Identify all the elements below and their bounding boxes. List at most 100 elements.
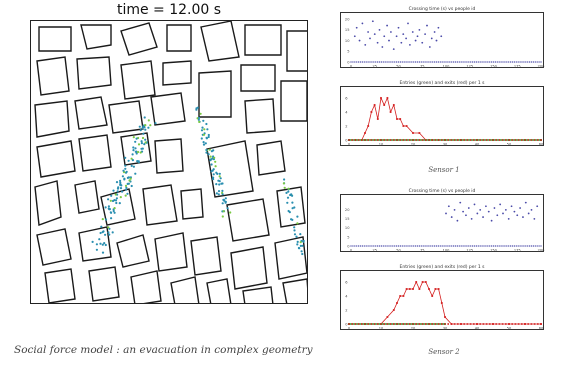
pedestrian-dot	[226, 207, 229, 210]
crossing-point	[447, 205, 450, 208]
zero-crossing-point	[396, 61, 398, 63]
pedestrian-dot	[286, 201, 289, 204]
x-tick-label: 125	[466, 65, 473, 69]
zero-crossing-point	[453, 245, 455, 247]
exits-baseline-marker	[473, 323, 475, 325]
crossing-point	[433, 31, 436, 33]
exits-marker	[412, 288, 414, 290]
zero-crossing-point	[472, 245, 474, 247]
exits-baseline-marker	[409, 139, 411, 141]
crossing-point	[456, 219, 459, 222]
sensor-2-entries-plot: Entries (green) and exits (red) per 1 s …	[340, 265, 544, 331]
pedestrian-dot	[293, 206, 296, 209]
exits-baseline-marker	[482, 139, 485, 141]
exits-baseline-marker	[469, 323, 472, 325]
exits-baseline-marker	[437, 139, 440, 141]
pedestrian-dot	[124, 156, 127, 159]
exits-baseline-marker	[476, 323, 478, 325]
pedestrian-dot	[210, 163, 213, 166]
y-tick-label: 6	[345, 280, 348, 284]
crossing-point	[470, 217, 473, 220]
x-tick-label: 50	[396, 65, 401, 69]
pedestrian-dot	[202, 141, 205, 144]
building-block	[180, 188, 204, 220]
exits-marker	[380, 97, 382, 99]
zero-crossing-point	[392, 61, 394, 63]
pedestrian-dot	[111, 231, 114, 234]
building-block	[274, 236, 307, 280]
zero-crossing-point	[464, 61, 466, 63]
building-block	[74, 180, 100, 214]
sensor-2-entries-title: Entries (green) and exits (red) per 1 s	[399, 265, 485, 270]
zero-crossing-point	[502, 245, 504, 247]
exits-baseline-marker	[517, 139, 520, 141]
pedestrian-dot	[110, 211, 113, 214]
crossing-point	[496, 214, 499, 217]
zero-crossing-point	[403, 245, 405, 247]
exits-baseline-marker	[373, 323, 376, 325]
zero-crossing-point	[534, 245, 536, 247]
zero-crossing-point	[388, 61, 390, 63]
pedestrian-dot	[115, 181, 119, 184]
pedestrian-dot	[202, 133, 206, 136]
pedestrian-dot	[141, 136, 145, 140]
zero-crossing-point	[464, 245, 466, 247]
exits-baseline-marker	[524, 323, 526, 325]
zero-crossing-point	[359, 61, 362, 63]
building-block	[36, 228, 72, 266]
pedestrian-dot	[299, 233, 302, 236]
sensor-2-caption: Sensor 2	[428, 348, 460, 356]
zero-crossing-point	[430, 61, 432, 63]
building-block	[150, 92, 186, 126]
exits-baseline-marker	[431, 139, 433, 141]
exits-marker	[408, 288, 411, 290]
exits-baseline-marker	[402, 139, 405, 141]
zero-crossing-point	[424, 61, 426, 63]
zero-crossing-point	[498, 61, 500, 63]
zero-crossing-point	[492, 61, 495, 63]
zero-crossing-point	[354, 61, 356, 63]
pedestrian-dot	[137, 150, 140, 154]
exits-baseline-marker	[428, 323, 430, 325]
crossing-point	[400, 41, 403, 44]
zero-crossing-point	[506, 245, 508, 247]
y-tick-label: 5	[347, 50, 349, 54]
y-tick-label: 2	[345, 308, 347, 312]
pedestrian-dot	[299, 241, 302, 244]
exits-marker	[373, 104, 376, 106]
crossing-point	[462, 210, 464, 213]
building-block	[116, 234, 150, 268]
sensor-1-entries-chart: 0 10 20 30 40 50 60 0 2 4 6	[345, 96, 544, 146]
y-tick-label: 10	[345, 39, 350, 43]
building-block	[276, 186, 306, 228]
exits-baseline-marker	[393, 323, 395, 325]
zero-crossing-point	[534, 61, 536, 63]
exits-baseline-marker	[457, 323, 459, 325]
pedestrian-dot	[217, 193, 220, 196]
pedestrian-dot	[218, 175, 221, 178]
crossing-point	[527, 212, 530, 215]
pedestrian-dot	[287, 190, 290, 193]
pedestrian-dot	[202, 119, 205, 122]
exits-marker	[431, 295, 434, 297]
crossing-point	[485, 205, 487, 208]
exits-baseline-marker	[444, 139, 446, 141]
zero-crossing-point	[500, 245, 502, 247]
pedestrian-dot	[212, 173, 215, 176]
exits-baseline-marker	[357, 139, 360, 141]
zero-crossing-point	[529, 245, 531, 247]
exits-baseline-marker	[425, 139, 427, 141]
zero-crossing-point	[426, 245, 428, 247]
pedestrian-dot	[130, 184, 133, 188]
zero-crossing-point	[515, 245, 517, 247]
zero-crossing-point	[396, 245, 398, 247]
pedestrian-dot	[209, 159, 212, 162]
zero-crossing-point	[519, 245, 521, 247]
zero-crossing-point	[510, 61, 512, 63]
exits-baseline-marker	[498, 139, 501, 141]
building-block	[120, 60, 156, 100]
crossing-point	[388, 39, 390, 42]
exits-baseline-marker	[412, 323, 414, 325]
zero-crossing-point	[536, 245, 538, 247]
zero-crossing-point	[538, 61, 540, 63]
